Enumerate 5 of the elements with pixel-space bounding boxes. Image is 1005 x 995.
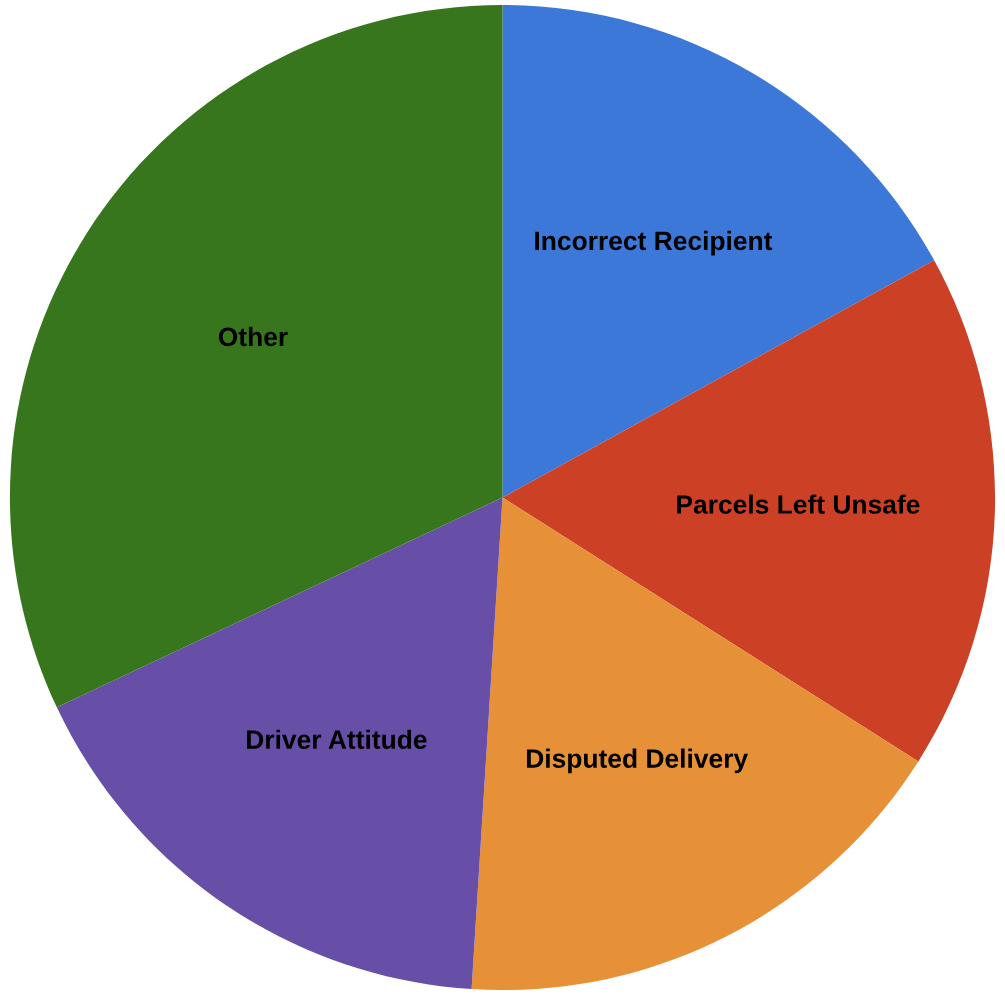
- slice-label: Incorrect Recipient: [535, 230, 773, 256]
- slice-label: Driver Attitude: [247, 729, 427, 750]
- slice-label: Disputed Delivery: [526, 748, 748, 774]
- slice-label: Parcels Left Unsafe: [677, 494, 920, 514]
- slice-label: Other: [218, 326, 288, 347]
